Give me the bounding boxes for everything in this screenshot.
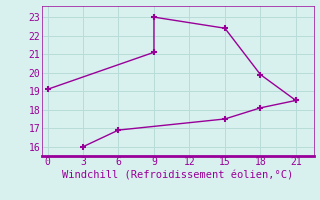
X-axis label: Windchill (Refroidissement éolien,°C): Windchill (Refroidissement éolien,°C)	[62, 170, 293, 180]
